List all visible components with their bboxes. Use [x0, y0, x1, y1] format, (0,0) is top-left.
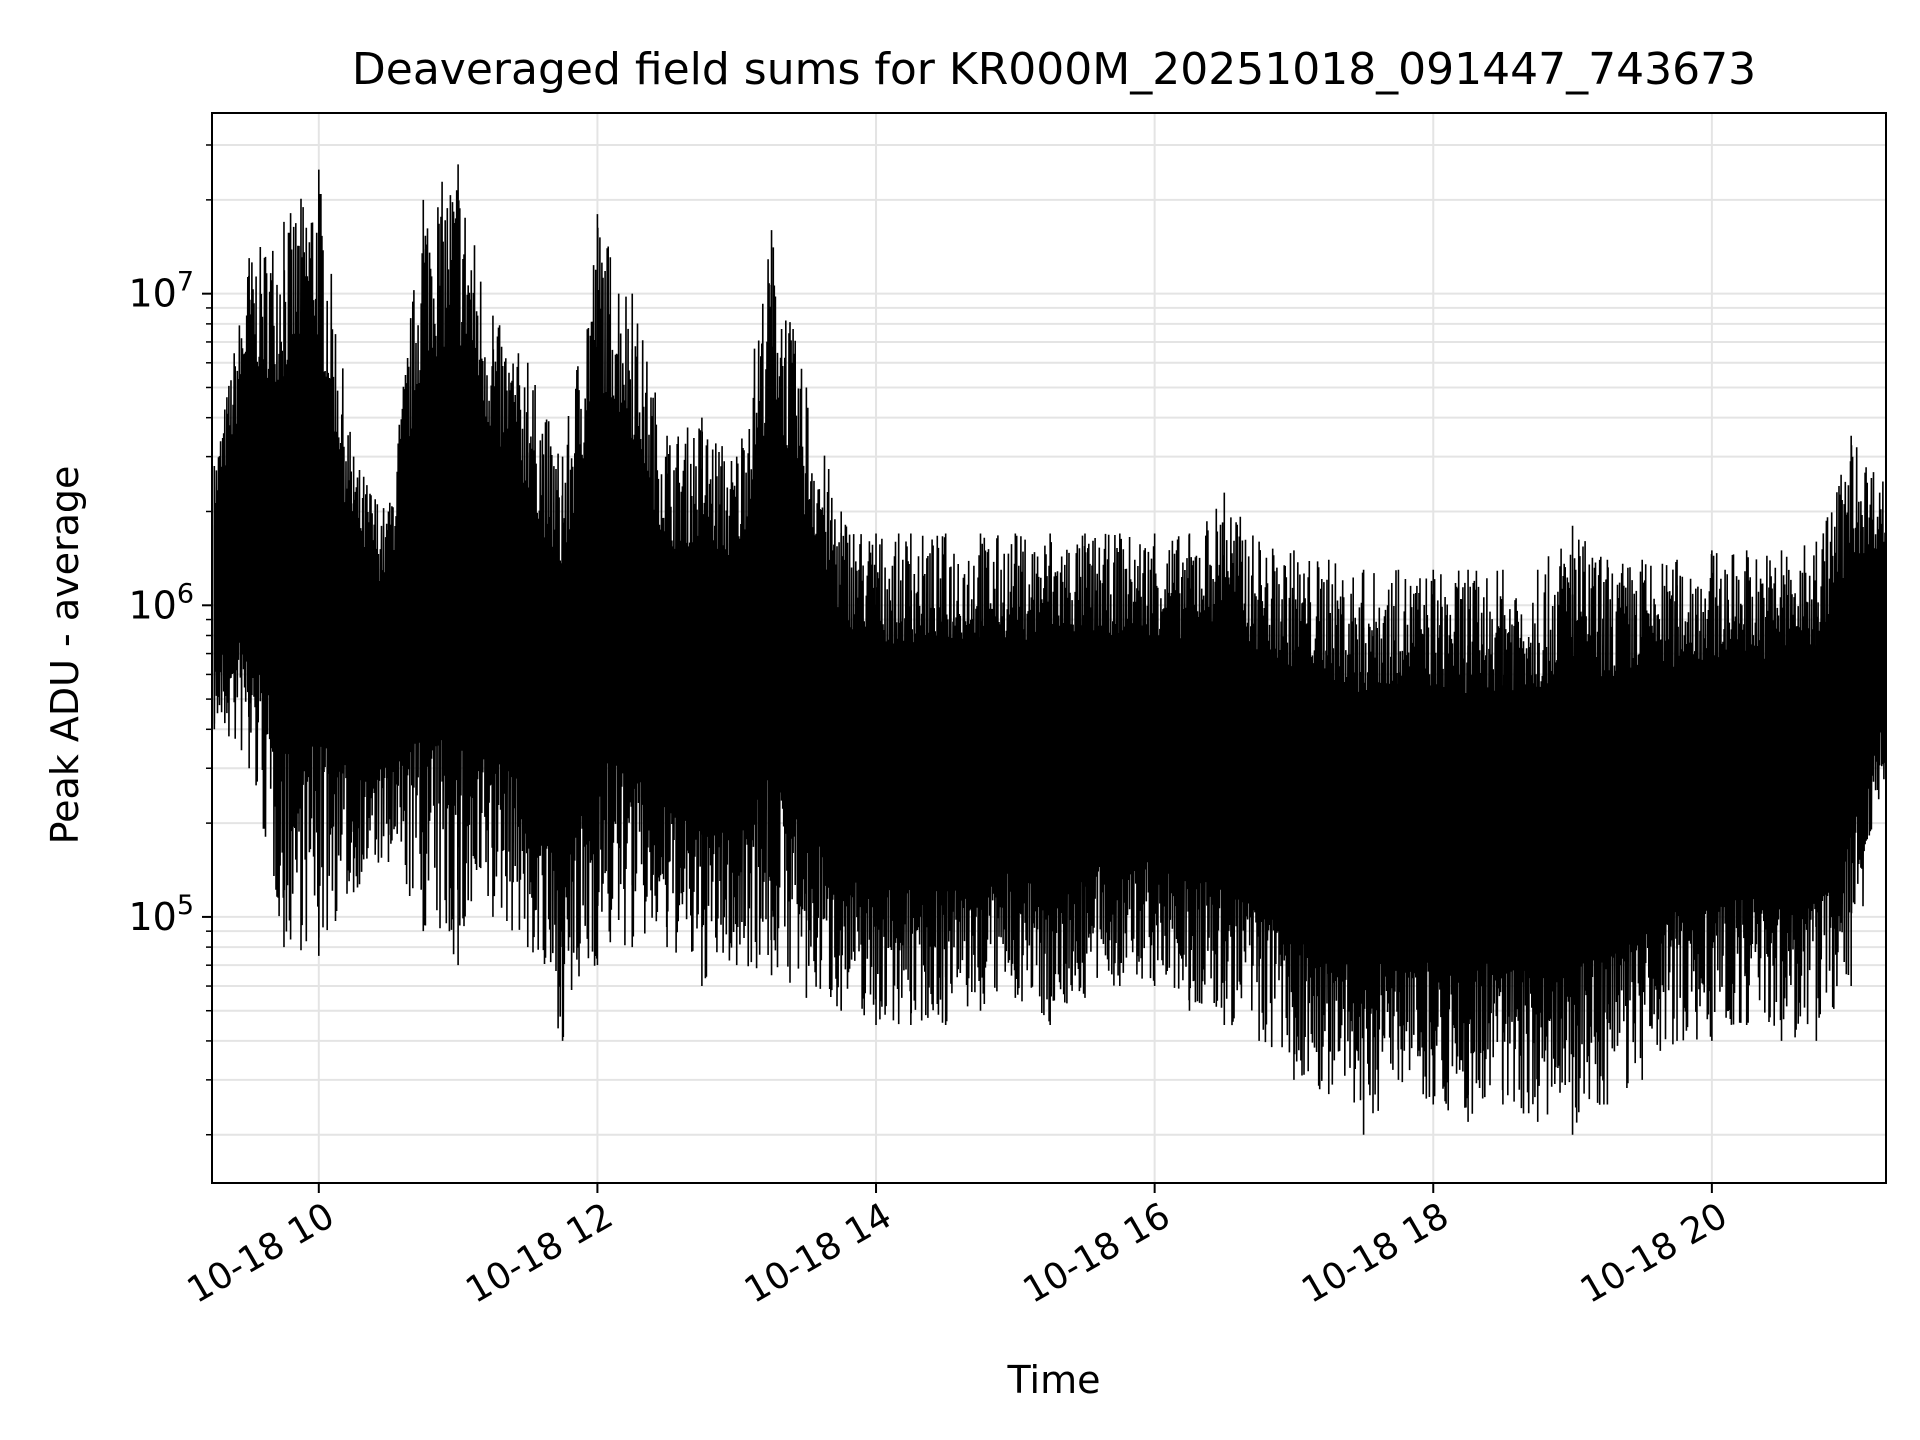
y-axis-label: Peak ADU - average	[43, 466, 87, 845]
plot-frame	[211, 112, 1887, 1184]
y-tick-label: 107	[128, 267, 194, 316]
y-tick-label: 106	[128, 578, 194, 627]
y-tick-label: 105	[128, 890, 194, 939]
x-axis-label: Time	[1007, 1358, 1101, 1402]
chart-title: Deaveraged field sums for KR000M_2025101…	[352, 44, 1756, 95]
